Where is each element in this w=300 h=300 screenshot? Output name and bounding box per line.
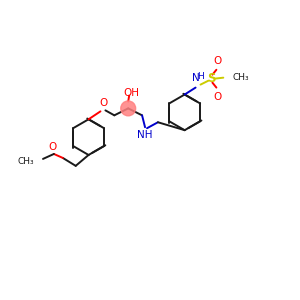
Text: S: S xyxy=(207,72,216,85)
Text: O: O xyxy=(213,56,221,66)
Text: N: N xyxy=(192,73,200,82)
Text: O: O xyxy=(213,92,221,101)
Circle shape xyxy=(121,101,136,116)
Text: H: H xyxy=(197,72,204,81)
Text: CH₃: CH₃ xyxy=(17,158,34,166)
Text: CH₃: CH₃ xyxy=(232,73,249,82)
Text: NH: NH xyxy=(137,130,153,140)
Text: OH: OH xyxy=(123,88,139,98)
Text: O: O xyxy=(49,142,57,152)
Text: O: O xyxy=(99,98,108,108)
